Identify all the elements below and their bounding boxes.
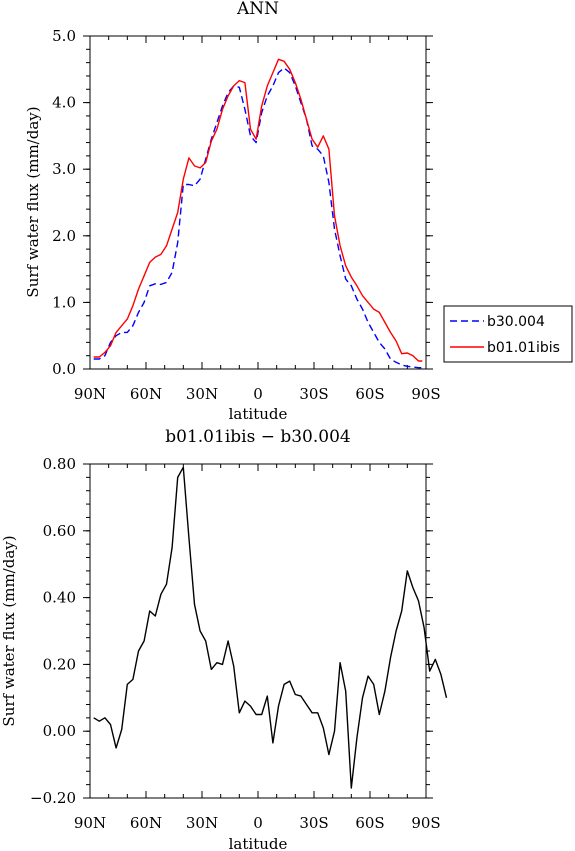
p1-y-tick-label: 3.0: [52, 160, 76, 178]
top-x-axis-title: latitude: [229, 405, 288, 423]
p1-x-tick-label: 30S: [299, 385, 328, 403]
legend-label-b01-01ibis: b01.01ibis: [487, 340, 560, 356]
p2-y-tick-label: 0.40: [43, 589, 76, 607]
p2-x-tick-label: 30S: [299, 814, 328, 832]
legend: b30.004 b01.01ibis: [443, 305, 573, 363]
bottom-panel-title: b01.01ibis − b30.004: [165, 427, 350, 447]
p2-x-tick-label: 90N: [74, 814, 106, 832]
p1-x-tick-label: 30N: [186, 385, 218, 403]
p2-x-tick-label: 60S: [355, 814, 384, 832]
bottom-plot-frame: [89, 463, 427, 799]
p1-x-tick-label: 0: [253, 385, 263, 403]
p1-y-tick-label: 5.0: [52, 27, 76, 45]
p1-x-tick-label: 60N: [130, 385, 162, 403]
top-panel: ANN 90N 60N 30N 0 30S 60S 90S 0.0 1.0 2.0 3.0 4.0 5.…: [24, 0, 573, 423]
p2-series-line-0: [93, 466, 448, 789]
p1-y-tick-label: 2.0: [52, 227, 76, 245]
p1-y-tick-label: 1.0: [52, 293, 76, 311]
p2-x-tick-label: 0: [253, 814, 263, 832]
p2-y-tick-label: 0.60: [43, 522, 76, 540]
p1-x-tick-label: 60S: [355, 385, 384, 403]
p1-series-line-b01-01ibis: [93, 58, 423, 362]
bottom-x-axis-title: latitude: [229, 835, 288, 851]
p1-x-tick-label: 90N: [74, 385, 106, 403]
p1-y-tick-label: 4.0: [52, 94, 76, 112]
p1-y-tick-label: 0.0: [52, 360, 76, 378]
top-plot-frame: [89, 35, 427, 370]
bottom-panel: b01.01ibis − b30.004 90N 60N 30N 0 30S 60S 90S…: [0, 427, 448, 851]
p2-x-tick-label: 90S: [411, 814, 440, 832]
p2-y-tick-label: 0.20: [43, 655, 76, 673]
p1-x-tick-label: 90S: [411, 385, 440, 403]
p2-y-tick-label: 0.00: [43, 722, 76, 740]
p2-x-tick-label: 30N: [186, 814, 218, 832]
p2-y-tick-label: 0.80: [43, 455, 76, 473]
legend-box: [443, 305, 573, 363]
legend-label-b30-004: b30.004: [487, 314, 545, 330]
top-y-axis-title: Surf water flux (mm/day): [24, 106, 42, 297]
bottom-y-axis-title: Surf water flux (mm/day): [0, 535, 18, 726]
top-panel-title: ANN: [236, 0, 279, 19]
p1-series-line-b30-004: [93, 67, 423, 369]
p2-x-tick-label: 60N: [130, 814, 162, 832]
p2-y-tick-label: −0.20: [30, 789, 76, 807]
